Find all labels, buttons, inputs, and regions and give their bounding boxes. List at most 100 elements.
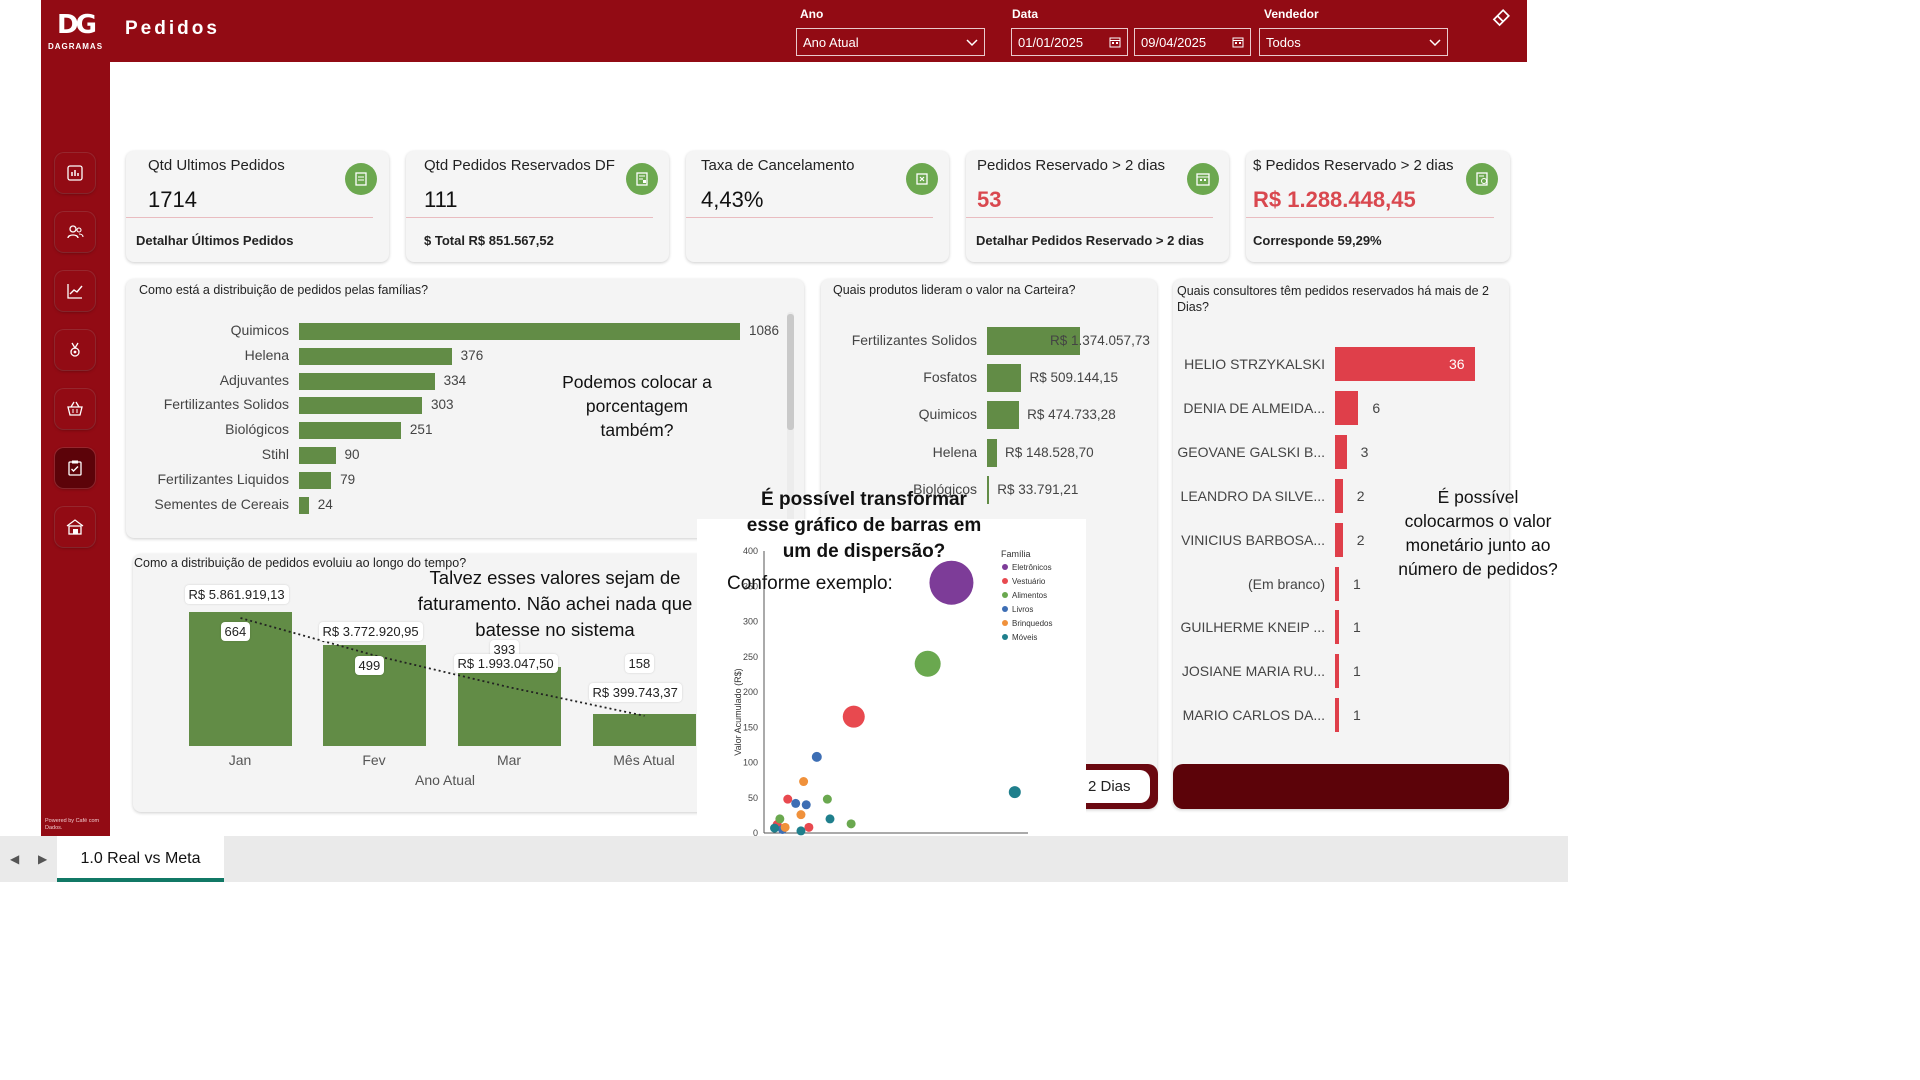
bar-category-label: Sementes de Cereais <box>154 495 289 512</box>
nav-trends-button[interactable] <box>55 271 95 311</box>
nav-users-button[interactable] <box>55 212 95 252</box>
x-axis-title: Ano Atual <box>415 772 475 788</box>
bar-value-label: 1 <box>1353 707 1361 724</box>
legend-label: Alimentos <box>1012 591 1047 600</box>
legend-label: Vestuário <box>1012 577 1046 586</box>
bar-category-label: LEANDRO DA SILVE... <box>1180 487 1325 504</box>
tab-real-vs-meta[interactable]: 1.0 Real vs Meta <box>57 836 224 882</box>
bar[interactable] <box>458 666 561 746</box>
y-tick-label: 300 <box>743 617 758 627</box>
bar[interactable] <box>299 447 336 464</box>
page-title: Pedidos <box>125 18 220 39</box>
scrollbar-thumb[interactable] <box>787 314 794 430</box>
bar-value-label: 3 <box>1360 443 1369 460</box>
bar[interactable] <box>1335 347 1475 381</box>
families-chart-card: Como está a distribuição de pedidos pela… <box>126 279 804 538</box>
basket-icon <box>67 401 83 416</box>
bar[interactable] <box>299 496 309 514</box>
date-start-input[interactable]: 01/01/2025 <box>1011 28 1128 56</box>
kpi-divider <box>406 217 653 218</box>
nav-dashboard-button[interactable] <box>55 153 95 193</box>
nav-ranking-button[interactable] <box>55 330 95 370</box>
logo-name: DAGRAMAS <box>47 42 104 51</box>
bar[interactable] <box>987 364 1022 393</box>
bar[interactable] <box>1335 610 1339 645</box>
y-tick-label: 200 <box>743 687 758 697</box>
bar-value-label: 376 <box>460 347 484 363</box>
legend-title: Família <box>1001 549 1031 559</box>
bar[interactable] <box>987 327 1080 355</box>
logo: DG DAGRAMAS <box>41 10 110 51</box>
kpi-card-ultimos-pedidos: Qtd Ultimos Pedidos 1714 Detalhar Último… <box>126 151 389 262</box>
filter-vendedor-select[interactable]: Todos <box>1259 28 1448 56</box>
tab-prev-icon[interactable]: ◀ <box>10 852 20 866</box>
bar[interactable] <box>299 471 332 489</box>
bar-category-label: Quimicos <box>918 406 977 423</box>
comment-note: Talvez esses valores sejam de faturament… <box>417 567 693 640</box>
kpi-value: R$ 1.288.448,45 <box>1253 187 1416 212</box>
data-point <box>780 822 790 832</box>
legend-marker <box>1002 564 1008 570</box>
y-tick-label: 0 <box>753 828 758 838</box>
report-icon <box>626 163 658 195</box>
date-start-value: 01/01/2025 <box>1018 34 1084 50</box>
warehouse-icon <box>66 519 84 535</box>
reservados-2-dias-button[interactable]: 2 Dias <box>1072 764 1158 809</box>
bar[interactable] <box>299 372 435 390</box>
cancel-icon <box>906 163 938 195</box>
chart-title: Como está a distribuição de pedidos pela… <box>139 283 429 297</box>
bar[interactable] <box>1335 478 1343 513</box>
bar[interactable] <box>299 347 452 365</box>
date-end-input[interactable]: 09/04/2025 <box>1134 28 1251 56</box>
nav-warehouse-button[interactable] <box>55 507 95 547</box>
date-end-value: 09/04/2025 <box>1141 34 1207 50</box>
chevron-down-icon <box>966 39 978 47</box>
bar[interactable] <box>1335 654 1339 689</box>
kpi-title: Taxa de Cancelamento <box>701 157 855 174</box>
bar[interactable] <box>987 401 1020 430</box>
bar-category-label: Helena <box>932 443 977 460</box>
data-point <box>804 822 814 832</box>
bar[interactable] <box>1335 522 1343 557</box>
filter-ano-select[interactable]: Ano Atual <box>796 28 985 56</box>
x-tick-label: Fev <box>362 752 386 768</box>
bar-category-label: Stihl <box>261 446 289 462</box>
kpi-value: 4,43% <box>701 187 764 212</box>
bar[interactable] <box>299 422 401 440</box>
data-point <box>811 751 822 762</box>
data-point <box>1008 786 1021 799</box>
detail-button[interactable] <box>1173 764 1509 809</box>
bar[interactable] <box>299 323 740 340</box>
bar-value-label: 158 <box>624 654 655 674</box>
eraser-icon[interactable] <box>1491 8 1511 28</box>
nav-orders-button[interactable] <box>55 448 95 488</box>
x-tick-label: Jan <box>228 752 252 768</box>
bar[interactable] <box>1335 434 1347 469</box>
bar[interactable] <box>593 714 696 746</box>
bar-value-label: 90 <box>344 447 360 462</box>
nav-sales-button[interactable] <box>55 389 95 429</box>
bar-category-label: Quimicos <box>230 322 289 338</box>
powered-by: Powered by Café com Dados. <box>45 818 100 831</box>
kpi-title: Qtd Ultimos Pedidos <box>148 157 285 174</box>
bar[interactable] <box>987 475 990 504</box>
data-point <box>783 794 793 804</box>
kpi-divider <box>1246 217 1494 218</box>
kpi-detail-link[interactable]: Detalhar Últimos Pedidos <box>136 233 294 248</box>
bar[interactable] <box>299 397 423 415</box>
data-point <box>796 810 806 820</box>
kpi-detail-link[interactable]: Detalhar Pedidos Reservado > 2 dias <box>976 233 1204 248</box>
bar[interactable] <box>987 438 998 467</box>
filter-ano-label: Ano <box>800 7 824 21</box>
bar[interactable] <box>1335 698 1339 733</box>
header-bar <box>41 0 1527 62</box>
tab-next-icon[interactable]: ▶ <box>38 852 48 866</box>
bar[interactable] <box>1335 390 1359 425</box>
filter-vendedor-value: Todos <box>1266 34 1301 50</box>
bar[interactable] <box>1335 566 1339 601</box>
kpi-card-reservados-df: Qtd Pedidos Reservados DF 111 $ Total R$… <box>406 151 669 262</box>
bar-category-label: DENIA DE ALMEIDA... <box>1183 399 1325 416</box>
bar-category-label: HELIO STRZYKALSKI <box>1184 356 1325 372</box>
bar-category-label: VINICIUS BARBOSA... <box>1181 531 1325 548</box>
chevron-down-icon <box>1429 39 1441 47</box>
